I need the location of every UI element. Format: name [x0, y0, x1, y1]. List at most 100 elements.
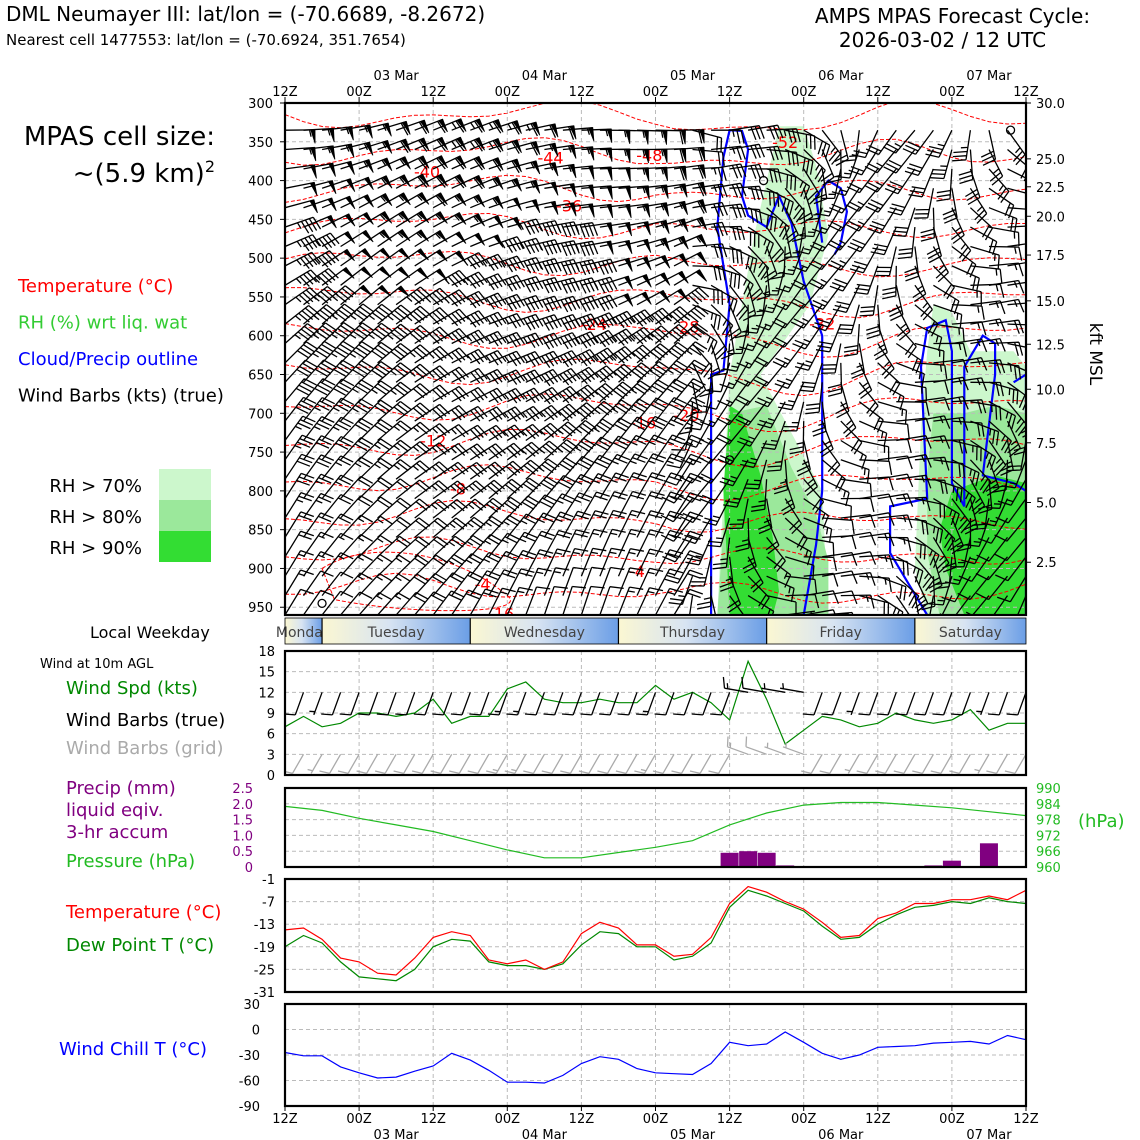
- upper-wind-barb: [451, 480, 487, 500]
- upper-wind-barb-staff: [988, 245, 1023, 261]
- upper-wind-barb-staff: [414, 480, 450, 500]
- upper-wind-barb: [660, 517, 694, 542]
- upper-wind-barb: [377, 229, 411, 248]
- upper-wind-barb-staff: [742, 537, 757, 574]
- upper-wind-barb-staff: [970, 245, 1000, 269]
- upper-wind-barb-staff: [432, 193, 461, 209]
- upper-wind-barb: [395, 517, 431, 538]
- upper-wind-barb: [340, 284, 373, 306]
- upper-wind-barb-staff: [302, 492, 334, 519]
- precip-bar: [757, 852, 776, 867]
- upper-wind-barb: [729, 143, 766, 159]
- upper-wind-barb-staff: [977, 479, 993, 515]
- upper-wind-barb: [864, 149, 897, 174]
- upper-wind-barb: [692, 166, 727, 182]
- grid-wind-barb: [285, 753, 305, 775]
- true-wind-barb-staff: [895, 692, 916, 716]
- upper-wind-barb-staff: [673, 550, 704, 577]
- upper-wind-barb-staff: [655, 306, 691, 325]
- grid-wind-barb-staff: [856, 753, 879, 775]
- upper-wind-barb-staff: [599, 381, 635, 403]
- upper-wind-barb-flag: [550, 123, 559, 138]
- true-wind-barb-staff: [636, 692, 657, 716]
- upper-wind-barb-staff: [432, 250, 460, 267]
- upper-wind-barb-staff: [692, 343, 713, 378]
- upper-wind-barb: [942, 188, 958, 224]
- upper-wind-barb-flag: [436, 173, 448, 187]
- upper-wind-barb-staff: [832, 285, 860, 314]
- upper-wind-barb: [377, 342, 412, 364]
- upper-wind-barb-staff: [340, 495, 374, 519]
- upper-wind-barb-flag: [455, 155, 467, 169]
- grid-wind-barb-staff: [541, 753, 564, 775]
- upper-wind-barb: [840, 478, 873, 498]
- upper-wind-barb-staff: [303, 197, 333, 209]
- upper-wind-barb: [887, 188, 916, 216]
- upper-wind-barb-staff: [321, 474, 354, 500]
- upper-wind-barb: [507, 140, 541, 156]
- grid-wind-barb-staff: [844, 753, 860, 774]
- upper-wind-barb-staff: [414, 326, 451, 345]
- upper-wind-barb-staff: [926, 226, 943, 264]
- upper-wind-barb-staff: [958, 149, 974, 185]
- true-wind-barb-staff: [506, 692, 527, 716]
- upper-wind-barb: [599, 528, 626, 558]
- upper-wind-barb-staff: [340, 266, 365, 286]
- upper-wind-barb-flag: [531, 179, 541, 194]
- upper-wind-barb: [469, 461, 506, 480]
- upper-wind-barb: [843, 324, 860, 357]
- upper-wind-barb: [395, 573, 430, 597]
- upper-wind-barb-staff: [988, 319, 1025, 334]
- upper-wind-barb: [506, 495, 541, 519]
- upper-wind-barb-staff: [340, 379, 374, 403]
- upper-wind-barb: [395, 383, 432, 403]
- grid-wind-barb-staff: [726, 736, 749, 755]
- upper-wind-barb: [599, 167, 631, 182]
- upper-wind-barb: [692, 221, 728, 237]
- upper-wind-barb-staff: [321, 494, 354, 519]
- grid-wind-barb: [430, 753, 453, 775]
- upper-wind-barb-staff: [581, 258, 618, 275]
- windchill-tick-label: 0: [252, 1024, 260, 1039]
- grid-wind-barb-staff: [560, 753, 582, 775]
- upper-wind-barb-staff: [544, 403, 580, 422]
- upper-wind-barb-staff: [451, 405, 488, 422]
- grid-wind-barb-staff: [430, 753, 453, 775]
- legend-entry: Temperature (°C): [17, 276, 173, 297]
- grid-wind-barb-staff: [801, 753, 823, 775]
- upper-wind-barb: [525, 200, 559, 215]
- upper-wind-barb: [544, 368, 581, 386]
- true-wind-barb-staff: [913, 692, 935, 716]
- upper-wind-barb: [488, 406, 525, 422]
- upper-wind-barb: [774, 362, 805, 390]
- bottom-time-label: 00Z: [346, 1112, 372, 1127]
- upper-wind-barb-staff: [711, 129, 745, 144]
- upper-wind-barb-staff: [711, 245, 743, 265]
- upper-wind-barb: [285, 304, 320, 325]
- upper-wind-barb-staff: [432, 136, 465, 152]
- true-wind-barb: [580, 692, 601, 716]
- upper-wind-barb-staff: [432, 443, 469, 461]
- upper-wind-barb: [303, 145, 336, 160]
- true-wind-barb: [821, 692, 842, 716]
- upper-wind-barb: [877, 556, 909, 576]
- upper-wind-barb-staff: [377, 229, 404, 248]
- upper-wind-barb: [711, 129, 745, 144]
- upper-wind-barb: [952, 130, 972, 162]
- upper-wind-barb: [813, 168, 828, 205]
- upper-wind-barb: [618, 203, 651, 218]
- upper-wind-barb-staff: [340, 360, 374, 383]
- upper-wind-barb-staff: [712, 537, 731, 570]
- cloud-outline-3: [1013, 373, 1026, 414]
- station-title: DML Neumayer III: lat/lon = (-70.6689, -…: [6, 2, 486, 26]
- upper-wind-barb-staff: [303, 340, 337, 364]
- upper-wind-barb-staff: [302, 473, 334, 499]
- upper-wind-barb: [673, 588, 704, 615]
- calm-marker: [317, 598, 327, 609]
- true-wind-barb-staff: [487, 692, 508, 716]
- upper-wind-barb: [655, 218, 689, 233]
- upper-wind-barb-staff: [846, 207, 879, 232]
- upper-wind-barb-staff: [358, 193, 386, 209]
- upper-wind-barb: [617, 416, 650, 441]
- upper-wind-barb-staff: [321, 303, 357, 325]
